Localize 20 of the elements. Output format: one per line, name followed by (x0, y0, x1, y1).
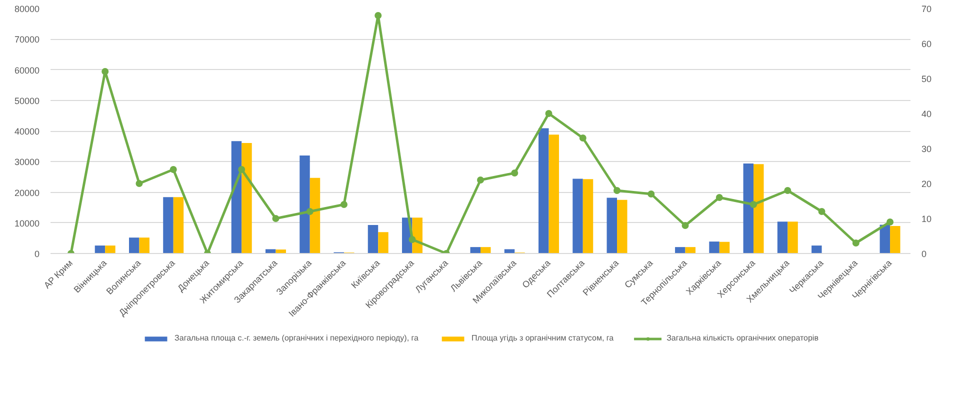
y2-tick-label: 70 (922, 4, 932, 14)
y2-tick-label: 10 (922, 214, 932, 224)
legend-label: Загальна кількість органічних операторів (666, 334, 818, 342)
y-tick-label: 20000 (14, 188, 40, 198)
legend-label: Площа угідь з органічним статусом, га (471, 334, 614, 342)
y2-tick-label: 0 (922, 249, 927, 259)
y-tick-label: 80000 (14, 4, 40, 14)
y2-tick-label: 40 (922, 109, 932, 119)
y-tick-label: 30000 (14, 157, 40, 168)
y-tick-label: 70000 (14, 34, 40, 45)
y-tick-label: 10000 (14, 218, 40, 228)
y2-tick-label: 30 (922, 144, 932, 154)
y-tick-label: 40000 (14, 126, 40, 136)
y-tick-label: 60000 (14, 65, 40, 76)
y-tick-label: 50000 (14, 96, 40, 106)
y2-tick-label: 50 (922, 74, 932, 84)
y2-tick-label: 20 (922, 179, 932, 189)
y-tick-label: 0 (34, 249, 40, 259)
legend-label: Загальна площа с.-г. земель (органічних і перехідного періоду), га (174, 334, 418, 342)
y2-tick-label: 60 (922, 39, 932, 49)
